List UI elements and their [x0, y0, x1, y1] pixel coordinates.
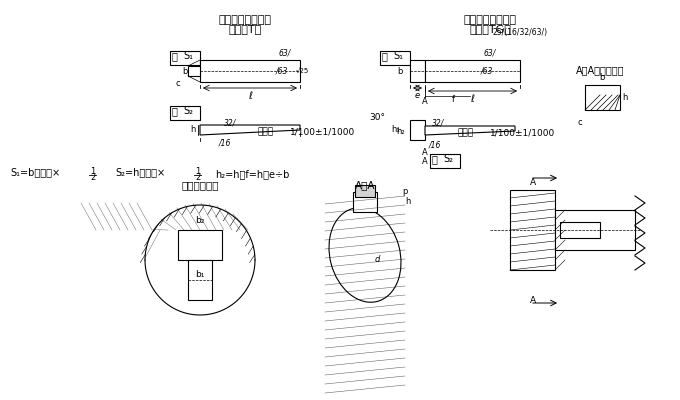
Bar [188, 260, 212, 300]
Text: h: h [622, 94, 628, 102]
Text: S₂: S₂ [443, 154, 453, 164]
Bar [170, 51, 200, 65]
Bar [170, 106, 200, 120]
Bar [430, 154, 460, 168]
Text: h₂: h₂ [396, 126, 405, 136]
Text: h₂=h、f=h、e÷b: h₂=h、f=h、e÷b [215, 169, 290, 179]
Text: 1: 1 [90, 168, 95, 176]
Text: A: A [422, 157, 428, 166]
Text: 63/: 63/ [279, 48, 291, 57]
Text: S₁: S₁ [393, 51, 403, 61]
Text: /16: /16 [429, 141, 441, 150]
Text: －: － [172, 106, 178, 116]
Text: A－A: A－A [355, 180, 375, 190]
Text: こう配: こう配 [458, 128, 474, 138]
Bar [200, 60, 300, 82]
Bar [188, 66, 200, 76]
Text: S₂: S₂ [183, 106, 193, 116]
Bar [355, 185, 375, 197]
Text: S₁=bの公差×: S₁=bの公差× [10, 167, 60, 177]
Text: h: h [405, 198, 410, 206]
Text: （記号TG）: （記号TG） [469, 24, 511, 34]
Text: 32/: 32/ [224, 118, 236, 127]
Bar [555, 210, 635, 250]
Text: （記号T）: （記号T） [228, 24, 262, 34]
Bar [380, 51, 410, 65]
Text: S₁: S₁ [183, 51, 193, 61]
Text: b₁: b₁ [195, 270, 205, 279]
Bar [410, 120, 425, 140]
Text: e: e [414, 91, 420, 100]
Text: b: b [182, 66, 188, 76]
Text: 1/100±1/1000: 1/100±1/1000 [490, 128, 556, 138]
Text: キー溝の断面: キー溝の断面 [182, 180, 219, 190]
Text: h₁: h₁ [391, 126, 400, 134]
Text: /63: /63 [276, 66, 288, 75]
Bar [510, 190, 555, 270]
Text: 頭なしこう配キー: 頭なしこう配キー [218, 15, 271, 25]
Bar [425, 60, 520, 82]
Text: 1/100±1/1000: 1/100±1/1000 [290, 128, 355, 136]
Text: A: A [422, 148, 428, 157]
Bar [410, 60, 425, 82]
Text: b₂: b₂ [195, 216, 205, 225]
Text: 32/: 32/ [432, 119, 444, 128]
Text: c: c [578, 118, 582, 127]
Polygon shape [425, 126, 515, 135]
Text: b: b [599, 73, 605, 82]
Text: /16: /16 [219, 138, 231, 147]
Text: A: A [530, 178, 536, 187]
Text: －: － [172, 51, 178, 61]
Text: 25/(16/32/63/): 25/(16/32/63/) [492, 28, 547, 36]
Text: d: d [375, 256, 380, 264]
Text: h: h [190, 126, 196, 134]
Text: A－A（拡大図）: A－A（拡大図） [576, 65, 624, 75]
Text: 1: 1 [195, 168, 200, 176]
Text: ℓ: ℓ [470, 94, 474, 104]
Bar [560, 222, 600, 238]
Text: b: b [398, 66, 403, 76]
Text: p: p [402, 188, 407, 196]
Ellipse shape [329, 208, 401, 302]
Text: 30°: 30° [369, 112, 385, 122]
Text: A: A [422, 97, 428, 106]
Text: S₂=hの公差×: S₂=hの公差× [115, 167, 165, 177]
Text: －: － [382, 51, 388, 61]
Text: 2: 2 [90, 172, 95, 182]
Bar [178, 230, 222, 260]
Bar [353, 192, 377, 212]
Text: こう配: こう配 [258, 128, 274, 136]
Text: 63/: 63/ [483, 48, 496, 57]
Text: A: A [530, 296, 536, 305]
Text: 2: 2 [195, 172, 200, 182]
Text: /63: /63 [481, 66, 493, 75]
Text: c: c [175, 80, 180, 88]
Text: f: f [452, 95, 454, 104]
Text: ℓ: ℓ [248, 91, 252, 101]
Bar [585, 85, 620, 110]
Text: √25: √25 [295, 69, 309, 75]
Polygon shape [200, 125, 300, 135]
Text: 頭付きこう配キー: 頭付きこう配キー [464, 15, 517, 25]
Text: －: － [432, 154, 438, 164]
